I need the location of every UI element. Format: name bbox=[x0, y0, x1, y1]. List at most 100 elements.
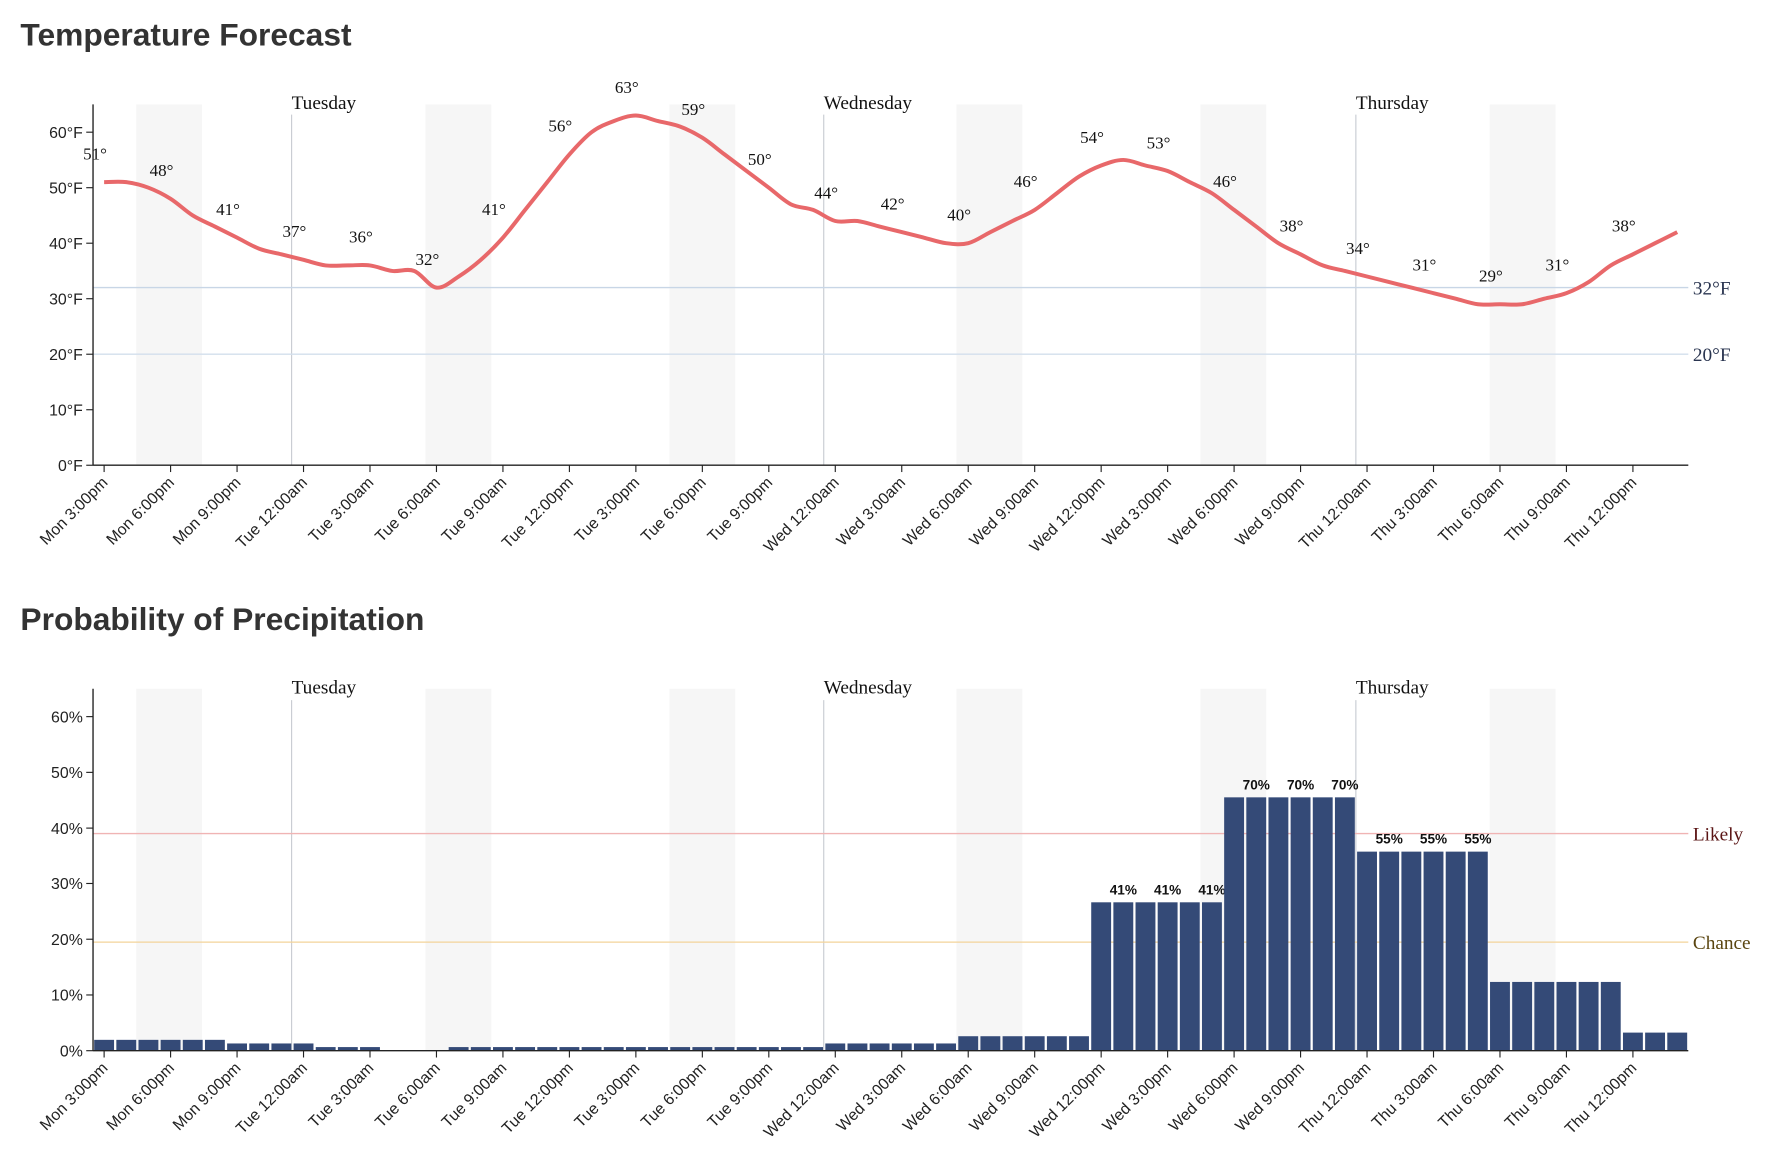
data-label: 32° bbox=[415, 250, 439, 269]
x-tick-label: Wed 9:00am bbox=[967, 1060, 1042, 1135]
x-tick-label: Thu 9:00am bbox=[1502, 474, 1574, 546]
data-label: 41° bbox=[216, 200, 240, 219]
reference-label: 32°F bbox=[1693, 278, 1731, 299]
bar bbox=[1423, 851, 1444, 1051]
bar bbox=[1667, 1032, 1688, 1051]
bar bbox=[847, 1043, 868, 1051]
temperature-panel: Temperature Forecast Tuesday Wednesday T… bbox=[20, 16, 1730, 555]
bar bbox=[891, 1043, 912, 1051]
bar bbox=[781, 1047, 801, 1051]
x-tick-label: Tue 3:00am bbox=[306, 1060, 378, 1132]
x-tick-label: Wed 6:00am bbox=[900, 1060, 975, 1135]
x-tick-label: Wed 3:00am bbox=[834, 1060, 909, 1135]
bar bbox=[116, 1039, 137, 1051]
day-label: Tuesday bbox=[292, 677, 357, 698]
y-tick-label: 20% bbox=[51, 932, 83, 949]
data-label: 31° bbox=[1545, 255, 1569, 274]
bar bbox=[869, 1043, 890, 1051]
x-tick-label: Tue 6:00pm bbox=[638, 474, 710, 546]
y-tick-label: 0% bbox=[60, 1043, 83, 1060]
chart-title: Probability of Precipitation bbox=[20, 601, 424, 637]
data-label: 70% bbox=[1287, 777, 1314, 792]
x-tick-label: Tue 6:00pm bbox=[638, 1060, 710, 1132]
bar bbox=[692, 1047, 713, 1051]
bar bbox=[1578, 981, 1599, 1051]
precipitation-panel: Probability of Precipitation Tuesday Wed… bbox=[20, 601, 1750, 1142]
x-tick-label: Tue 9:00pm bbox=[705, 474, 777, 546]
bar bbox=[1069, 1036, 1089, 1051]
data-label: 40° bbox=[947, 206, 971, 225]
bar bbox=[1512, 981, 1533, 1051]
data-label: 70% bbox=[1243, 777, 1270, 792]
day-label: Tuesday bbox=[292, 93, 357, 114]
bar bbox=[1246, 797, 1267, 1051]
bar bbox=[138, 1039, 159, 1051]
day-label: Wednesday bbox=[824, 677, 913, 698]
bar bbox=[1290, 797, 1311, 1051]
bar bbox=[1556, 981, 1577, 1051]
bar bbox=[803, 1047, 824, 1051]
day-label: Thursday bbox=[1356, 93, 1429, 114]
x-tick-label: Thu 3:00am bbox=[1369, 1060, 1441, 1132]
y-tick-label: 50°F bbox=[49, 180, 83, 197]
bar bbox=[1645, 1032, 1666, 1051]
bar bbox=[1334, 797, 1355, 1051]
bar bbox=[1224, 797, 1245, 1051]
bar bbox=[1312, 797, 1333, 1051]
bar bbox=[559, 1047, 580, 1051]
temperature-line bbox=[104, 113, 1679, 307]
data-label: 34° bbox=[1346, 239, 1370, 258]
x-tick-label: Thu 12:00am bbox=[1296, 1060, 1374, 1138]
bar bbox=[1467, 851, 1488, 1051]
data-label: 44° bbox=[814, 183, 838, 202]
bar bbox=[204, 1039, 225, 1051]
bar bbox=[1046, 1036, 1067, 1051]
bar bbox=[227, 1043, 247, 1051]
y-tick-label: 30°F bbox=[49, 291, 83, 308]
x-tick-label: Tue 12:00am bbox=[233, 1060, 311, 1138]
bar bbox=[249, 1043, 270, 1051]
bar bbox=[360, 1047, 380, 1051]
data-label: 46° bbox=[1213, 172, 1237, 191]
bar bbox=[1357, 851, 1377, 1051]
data-label: 53° bbox=[1147, 133, 1171, 152]
data-label: 41% bbox=[1198, 882, 1225, 897]
shade-band bbox=[425, 104, 492, 466]
x-tick-label: Tue 3:00pm bbox=[572, 1060, 644, 1132]
bar bbox=[1445, 851, 1466, 1051]
data-label: 55% bbox=[1376, 832, 1403, 847]
bar bbox=[315, 1047, 336, 1051]
y-tick-label: 30% bbox=[51, 876, 83, 893]
x-tick-label: Mon 3:00pm bbox=[37, 474, 111, 548]
bar bbox=[470, 1047, 491, 1051]
y-tick-label: 50% bbox=[51, 765, 83, 782]
x-tick-label: Tue 6:00am bbox=[372, 1060, 444, 1132]
data-label: 41% bbox=[1154, 882, 1181, 897]
y-tick-label: 40% bbox=[51, 821, 83, 838]
shade-band bbox=[669, 688, 736, 1051]
x-tick-label: Tue 12:00pm bbox=[499, 474, 577, 552]
bar bbox=[1113, 902, 1134, 1051]
x-tick-label: Wed 3:00am bbox=[834, 474, 909, 549]
data-label: 48° bbox=[150, 161, 174, 180]
reference-label: 20°F bbox=[1693, 345, 1731, 366]
x-tick-label: Wed 6:00am bbox=[900, 474, 975, 549]
data-label: 55% bbox=[1420, 832, 1447, 847]
bar bbox=[1622, 1032, 1643, 1051]
bar bbox=[1379, 851, 1400, 1051]
bar bbox=[736, 1047, 757, 1051]
bar bbox=[271, 1043, 292, 1051]
day-label: Thursday bbox=[1356, 677, 1429, 698]
bar bbox=[1002, 1036, 1023, 1051]
bar bbox=[758, 1047, 779, 1051]
bar bbox=[182, 1039, 203, 1051]
x-tick-label: Thu 3:00am bbox=[1369, 474, 1441, 546]
data-label: 56° bbox=[548, 117, 572, 136]
bar bbox=[337, 1047, 358, 1051]
y-tick-label: 20°F bbox=[49, 347, 83, 364]
x-tick-label: Mon 6:00pm bbox=[104, 1060, 178, 1134]
bar bbox=[448, 1047, 469, 1051]
bar bbox=[1490, 981, 1510, 1051]
x-tick-label: Thu 9:00am bbox=[1502, 1060, 1574, 1132]
